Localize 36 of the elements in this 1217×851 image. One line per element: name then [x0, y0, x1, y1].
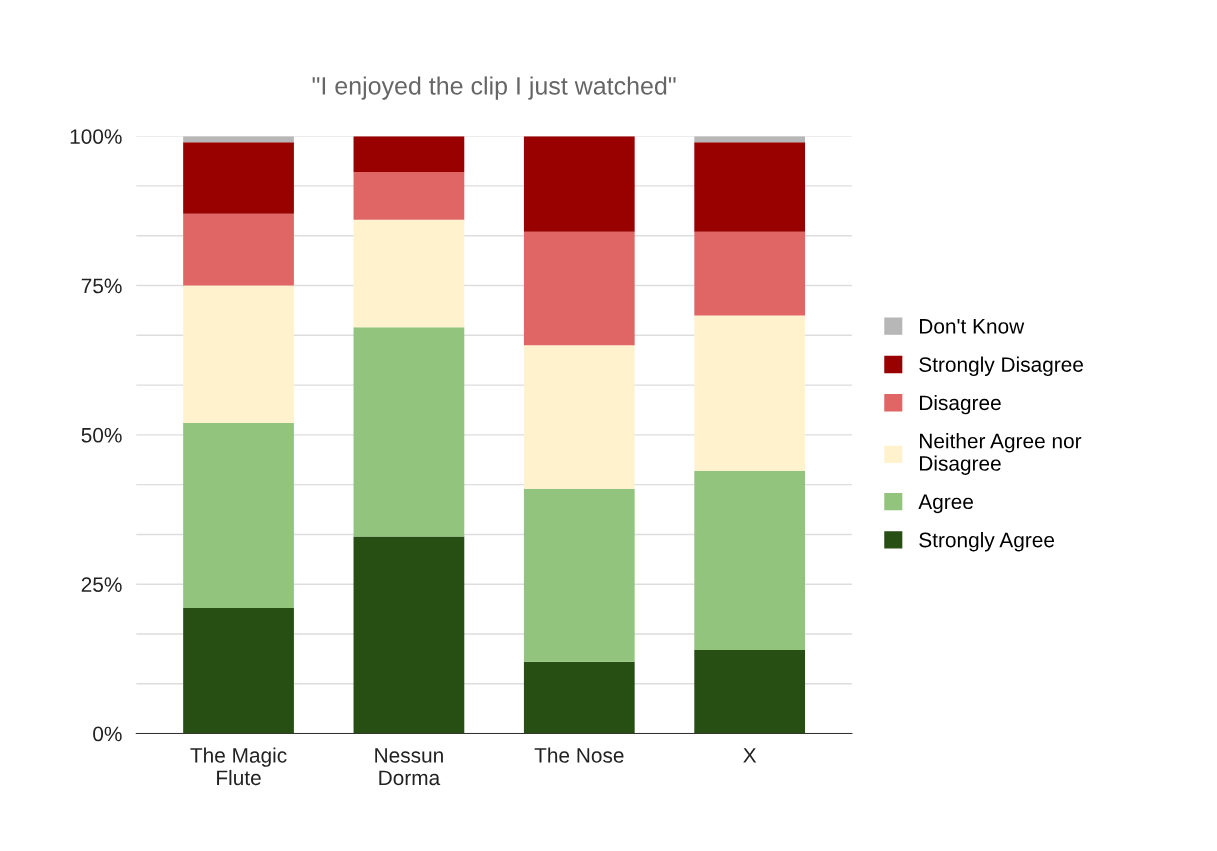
x-tick-label: The Nose — [534, 747, 624, 763]
y-tick-label: 50% — [81, 427, 122, 443]
legend-label: Disagree — [920, 394, 1001, 415]
bar — [694, 315, 806, 471]
bar — [523, 661, 635, 734]
bar — [523, 231, 635, 346]
legend-label: Neither Agree nor Disagree — [920, 433, 1082, 475]
bar — [694, 470, 806, 650]
bar — [353, 172, 465, 220]
legend-label: Don't Know — [920, 319, 1025, 334]
x-tick-label: X — [743, 748, 757, 763]
bar — [353, 219, 465, 328]
y-tick-label: 75% — [81, 278, 122, 294]
legend-label: Agree — [918, 494, 973, 514]
bar — [523, 136, 635, 232]
bar — [523, 488, 635, 662]
bar — [694, 649, 806, 734]
bar — [183, 422, 294, 609]
bar — [183, 285, 294, 423]
bar — [353, 136, 465, 172]
bar — [694, 142, 806, 232]
y-tick-label: 100% — [70, 129, 122, 144]
x-tick-label: Nessun Dorma — [375, 748, 443, 786]
legend-label: Strongly Agree — [919, 532, 1055, 552]
y-tick-label: 0% — [93, 726, 122, 742]
bar — [353, 327, 465, 537]
bar — [523, 345, 635, 489]
y-tick-label: 25% — [81, 577, 122, 592]
legend-label: Strongly Disagree — [919, 356, 1083, 377]
bar — [694, 231, 806, 316]
x-tick-label: The Magic Flute — [190, 747, 287, 786]
chart-title: "I enjoyed the clip I just watched" — [312, 76, 676, 100]
bar — [353, 536, 465, 734]
bar — [183, 608, 294, 734]
bar — [183, 213, 294, 286]
bar — [183, 142, 294, 214]
